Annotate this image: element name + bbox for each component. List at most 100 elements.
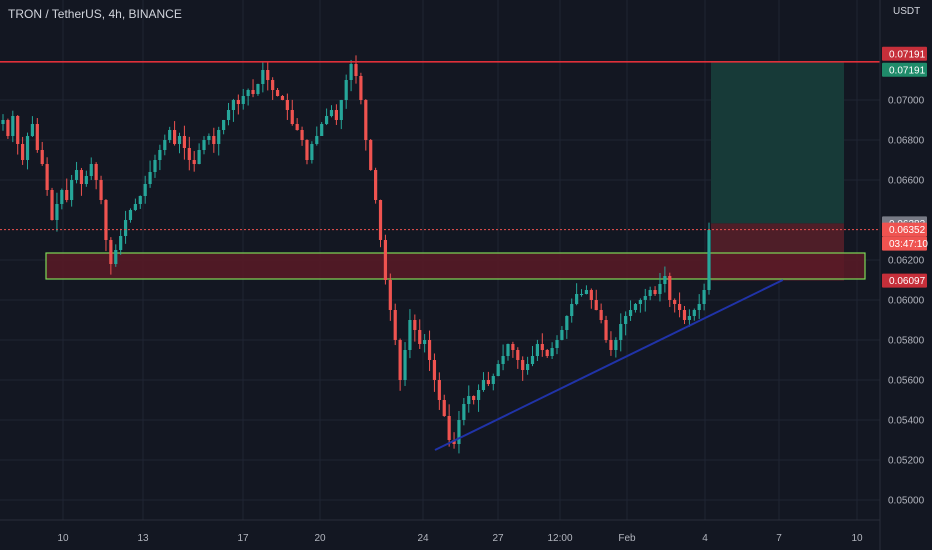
candle	[530, 346, 535, 367]
candle	[266, 62, 270, 91]
price-tick-label: 0.06000	[888, 296, 925, 307]
candle	[305, 139, 309, 165]
candle	[589, 288, 593, 309]
candle	[648, 286, 652, 301]
time-tick-label: 4	[702, 533, 708, 544]
candle	[40, 141, 44, 166]
chart-title: TRON / TetherUS, 4h, BINANCE	[8, 7, 182, 21]
chart-zones	[45, 61, 866, 281]
candle	[525, 356, 530, 375]
candle	[506, 343, 510, 361]
candle	[535, 339, 540, 362]
currency-label[interactable]: USDT	[893, 6, 921, 17]
candle	[60, 188, 64, 210]
candle	[369, 139, 373, 171]
candle	[378, 199, 383, 248]
candle	[570, 298, 574, 323]
candle	[133, 198, 137, 212]
candle	[467, 385, 471, 413]
time-tick-label: 27	[492, 533, 504, 544]
candle	[565, 315, 569, 339]
candle	[138, 195, 142, 209]
price-label: 0.07191	[882, 62, 927, 77]
price-tick-label: 0.06600	[888, 176, 925, 187]
candle	[222, 119, 226, 135]
candle	[94, 162, 98, 190]
candle	[653, 286, 657, 296]
candle	[687, 309, 691, 327]
price-tick-label: 0.05800	[888, 336, 925, 347]
candle	[158, 144, 162, 171]
candle	[521, 356, 525, 381]
candle	[143, 175, 147, 204]
price-label: 0.06352	[882, 222, 927, 237]
candle	[84, 170, 88, 187]
candle	[628, 300, 633, 321]
candle	[496, 360, 500, 377]
candle	[177, 132, 182, 154]
candle	[393, 303, 397, 346]
candle	[624, 311, 628, 336]
candle	[388, 273, 392, 321]
candle	[702, 283, 706, 311]
price-label-text: 03:47:10	[889, 239, 928, 250]
candle	[99, 175, 103, 205]
candle	[236, 94, 240, 115]
price-label: 03:47:10	[882, 236, 928, 251]
trendline	[434, 279, 784, 451]
candle	[153, 154, 157, 178]
target-zone	[711, 61, 844, 224]
candle	[550, 342, 554, 360]
candle	[447, 404, 451, 447]
candle	[231, 98, 236, 122]
candle	[619, 313, 623, 352]
candle	[79, 167, 84, 196]
candle	[374, 167, 378, 204]
candle	[104, 199, 108, 252]
candle	[692, 308, 696, 321]
candle	[300, 126, 304, 146]
time-tick-label: Feb	[618, 533, 636, 544]
price-tick-label: 0.05600	[888, 376, 925, 387]
candle	[6, 118, 10, 139]
candle	[423, 334, 427, 353]
candle	[70, 174, 74, 207]
candle	[315, 126, 319, 146]
candle	[427, 330, 432, 371]
support-zone	[45, 252, 866, 280]
candle	[604, 315, 608, 343]
drawing-lines	[0, 60, 880, 451]
candle	[21, 136, 25, 165]
candles-series	[1, 55, 711, 454]
candle	[403, 342, 407, 386]
candle	[545, 348, 549, 358]
price-label-text: 0.07191	[889, 49, 926, 60]
candle	[25, 132, 30, 170]
candle	[35, 118, 39, 153]
candle	[364, 99, 368, 151]
candle	[202, 136, 206, 155]
candle	[398, 338, 402, 391]
candle	[50, 187, 54, 221]
candle	[16, 115, 20, 155]
candle	[65, 178, 69, 203]
candle	[516, 347, 520, 369]
candle	[481, 372, 486, 392]
candle	[354, 55, 358, 84]
candle	[187, 136, 191, 171]
candle	[437, 372, 441, 410]
time-tick-label: 17	[237, 533, 249, 544]
candle	[418, 319, 422, 349]
candle	[614, 337, 618, 358]
candle	[579, 289, 584, 297]
candle	[290, 99, 294, 126]
candle	[74, 161, 79, 184]
candle	[609, 331, 613, 356]
time-tick-label: 24	[417, 533, 429, 544]
candle	[638, 298, 642, 313]
price-axis: 0.07000 0.06800 0.06600 0.06200 0.06000 0.058…	[888, 96, 925, 507]
candle	[432, 353, 437, 392]
candle	[673, 298, 677, 313]
candle	[241, 88, 245, 110]
